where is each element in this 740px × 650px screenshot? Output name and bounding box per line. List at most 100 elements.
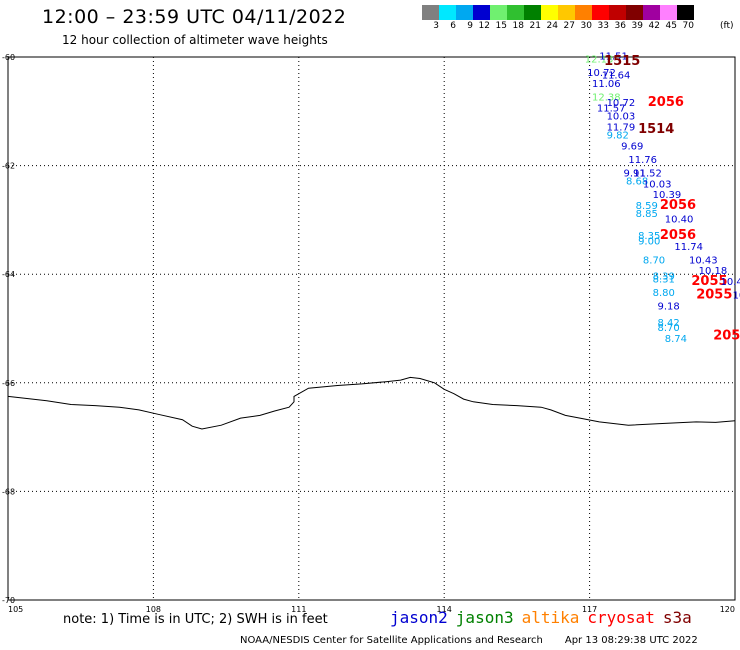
legend-label: 45 (665, 21, 677, 31)
wave-height-label: 9.82 (607, 130, 629, 141)
wave-height-label: 8.59 (636, 201, 658, 212)
color-scale-unit: (ft) (720, 21, 734, 31)
wave-height-label: 9.18 (657, 301, 679, 312)
longitude-label: 108 (146, 605, 161, 614)
legend-label: 70 (682, 21, 694, 31)
pass-time-label: 2056 (660, 228, 696, 243)
map-subtitle: 12 hour collection of altimeter wave hei… (62, 33, 328, 47)
longitude-label: 111 (291, 605, 306, 614)
satellite-legend: jason2 jason3 altika cryosat s3a (390, 608, 700, 627)
wave-height-label: 8.70 (643, 255, 665, 266)
wave-height-label: 8.74 (665, 334, 687, 345)
wave-height-label: 10.40 (665, 215, 694, 226)
color-scale-legend (422, 5, 694, 20)
wave-height-label: 10.72 (587, 68, 616, 79)
longitude-label: 105 (8, 605, 23, 614)
pass-time-label: 2056 (660, 198, 696, 213)
legend-swatch (507, 5, 524, 20)
longitude-label: 120 (720, 605, 735, 614)
legend-label: 39 (631, 21, 643, 31)
legend-label: 36 (614, 21, 626, 31)
wave-height-label: 11.64 (602, 71, 631, 82)
wave-height-label: 10.03 (643, 179, 672, 190)
legend-swatch (609, 5, 626, 20)
pass-time-label: 1514 (638, 122, 674, 137)
pass-time-label: 2055 (696, 288, 732, 303)
legend-label: 21 (529, 21, 541, 31)
wave-height-label: 11.52 (633, 168, 662, 179)
pass-time-label: 2055 (713, 328, 740, 343)
legend-label: 42 (648, 21, 660, 31)
wave-height-label: 10 (733, 291, 740, 302)
wave-height-label: 11.74 (674, 242, 703, 253)
wave-height-label: 8.31 (653, 274, 675, 285)
legend-label: 27 (563, 21, 575, 31)
footer-org: NOAA/NESDIS Center for Satellite Applica… (240, 635, 543, 646)
wave-height-label: 11.57 (597, 103, 626, 114)
satellite-altika: altika (521, 608, 580, 627)
wave-height-label: 8.80 (653, 288, 675, 299)
legend-label: 24 (546, 21, 558, 31)
wave-height-label: 11.79 (607, 122, 636, 133)
latitude-label: -66 (2, 379, 15, 388)
wave-height-label: 9.91 (624, 168, 646, 179)
wave-height-label: 11.06 (592, 79, 621, 90)
wave-height-label: 8.39 (653, 272, 675, 283)
color-scale-labels: 3 6 9 12 15 18 21 24 27 30 33 36 39 42 45 70 (422, 21, 694, 33)
coastline (7, 376, 736, 430)
legend-swatch (626, 5, 643, 20)
legend-label: 3 (433, 21, 439, 31)
footer-timestamp: Apr 13 08:29:38 UTC 2022 (564, 635, 698, 646)
legend-label: 33 (597, 21, 609, 31)
wave-height-label: 8.70 (657, 323, 679, 334)
footer: NOAA/NESDIS Center for Satellite Applica… (240, 635, 698, 646)
latitude-label: -64 (2, 270, 15, 279)
legend-label: 30 (580, 21, 592, 31)
latitude-label: -60 (2, 53, 15, 62)
satellite-cryosat: cryosat (587, 608, 655, 627)
map-title: 12:00 – 23:59 UTC 04/11/2022 (42, 6, 347, 28)
wave-height-label: 9.69 (621, 141, 643, 152)
legend-label: 15 (495, 21, 507, 31)
map-frame (7, 56, 736, 601)
legend-swatch (456, 5, 473, 20)
wave-height-label: 8.35 (638, 231, 660, 242)
legend-swatch (643, 5, 660, 20)
legend-label: 9 (467, 21, 473, 31)
pass-time-label: 2055 (691, 274, 727, 289)
pass-time-label: 1515 (604, 54, 640, 69)
legend-swatch (439, 5, 456, 20)
wave-height-label: 8.68 (626, 177, 648, 188)
wave-height-label: 10.18 (699, 266, 728, 277)
legend-label: 18 (512, 21, 524, 31)
satellite-s3a: s3a (662, 608, 692, 627)
wave-height-label: 10.4 (720, 277, 740, 288)
wave-height-label: 11.51 (599, 52, 628, 63)
wave-height-label: 8.85 (636, 209, 658, 220)
longitude-label: 114 (437, 605, 452, 614)
wave-height-label: 10.39 (653, 190, 682, 201)
latitude-label: -62 (2, 162, 15, 171)
legend-swatch (541, 5, 558, 20)
legend-swatch (592, 5, 609, 20)
latitude-label: -68 (2, 487, 15, 496)
legend-swatch (660, 5, 677, 20)
legend-swatch (558, 5, 575, 20)
wave-height-label: 10.43 (689, 255, 718, 266)
wave-height-label: 10.03 (607, 111, 636, 122)
latitude-label: -70 (2, 596, 15, 605)
wave-height-label: 11.76 (628, 155, 657, 166)
wave-height-label: 10.72 (607, 98, 636, 109)
legend-swatch (490, 5, 507, 20)
legend-swatch (422, 5, 439, 20)
legend-swatch (677, 5, 694, 20)
wave-height-label: 9.00 (638, 236, 660, 247)
longitude-label: 117 (582, 605, 597, 614)
wave-height-label: 12.38 (592, 92, 621, 103)
footnote: note: 1) Time is in UTC; 2) SWH is in fe… (63, 612, 328, 627)
legend-swatch (524, 5, 541, 20)
pass-time-label: 2056 (648, 95, 684, 110)
satellite-jason2: jason2 (390, 608, 448, 627)
wave-height-label: 8.42 (657, 318, 679, 329)
